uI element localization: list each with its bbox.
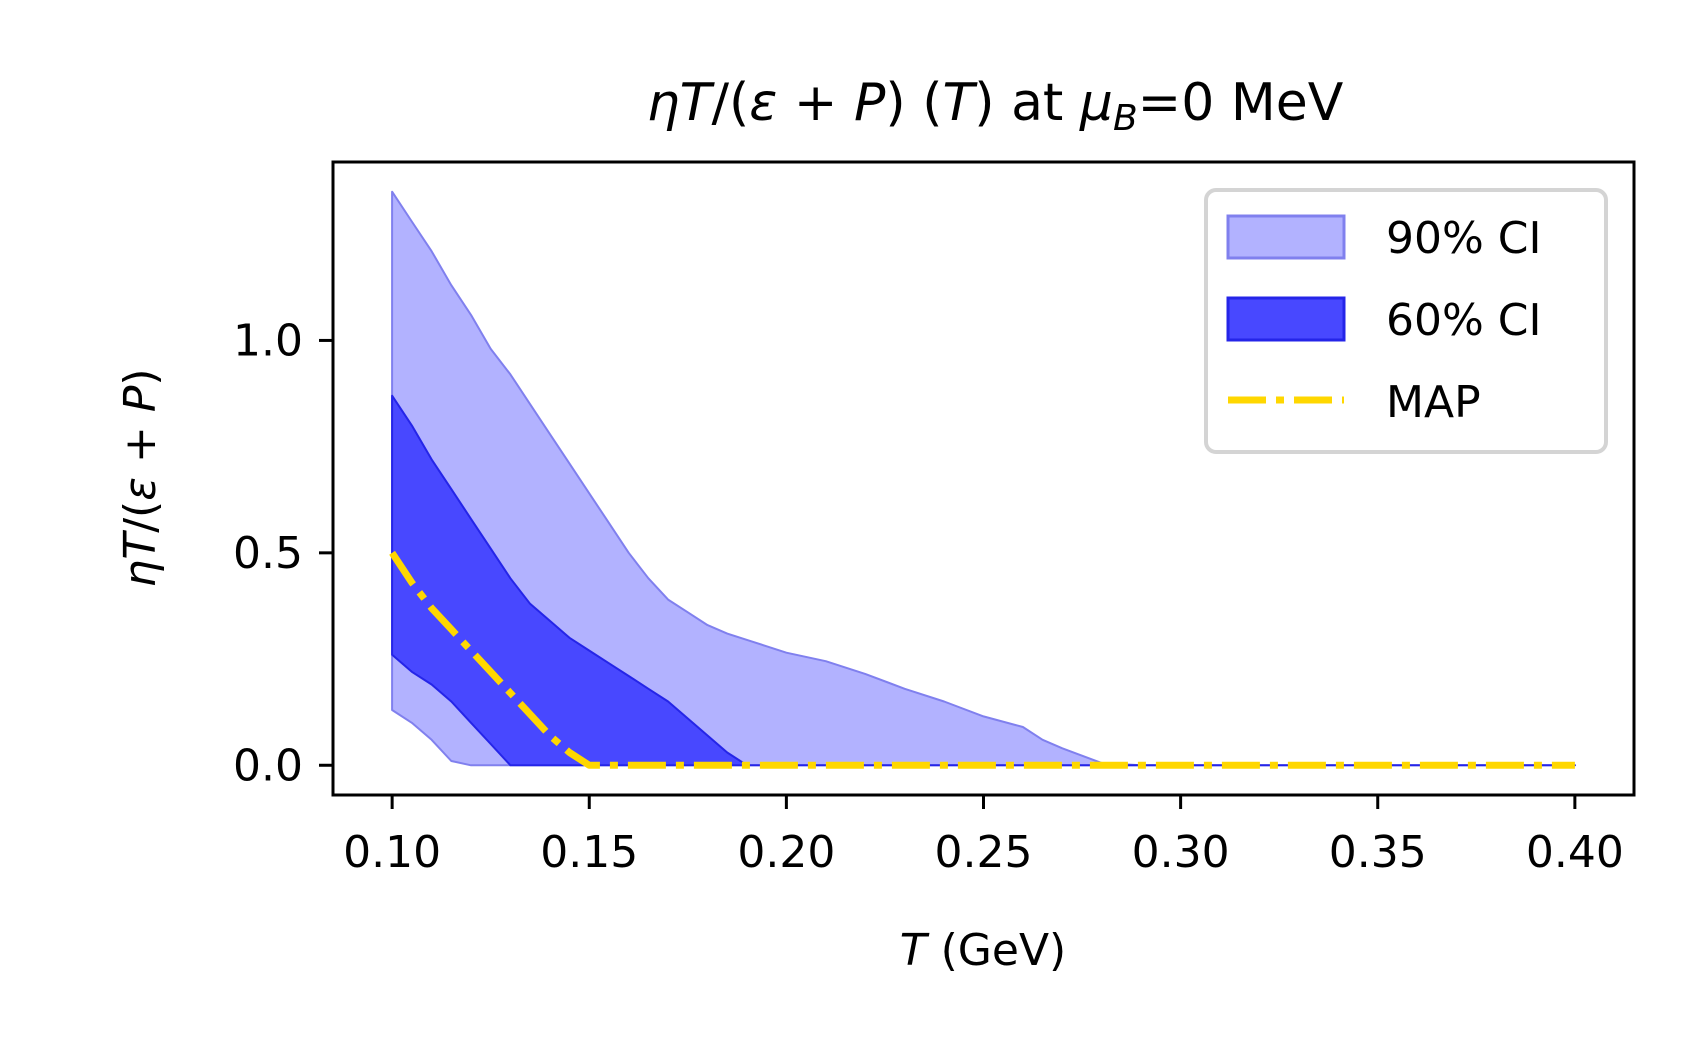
title-mu-subscript: B <box>1113 98 1138 139</box>
legend: 90% CI 60% CI MAP <box>1204 188 1608 454</box>
band-60-ci <box>391 394 1576 767</box>
y-tick-label: 0.5 <box>233 528 303 579</box>
legend-label-map: MAP <box>1386 377 1481 428</box>
y-axis-label-close: ) <box>115 368 166 385</box>
y-axis-label-p: P <box>115 385 166 412</box>
title-p: P <box>854 73 886 133</box>
x-tick-label: 0.35 <box>1329 827 1427 878</box>
title-eta-t: ηT <box>647 73 716 133</box>
legend-swatch-60-ci <box>1226 296 1346 342</box>
x-tick-label: 0.15 <box>540 827 638 878</box>
y-tick-label: 0.0 <box>233 740 303 791</box>
x-tick-label: 0.25 <box>935 827 1033 878</box>
x-tick-label: 0.40 <box>1526 827 1624 878</box>
y-tick-label: 1.0 <box>233 315 303 366</box>
x-axis-label: T (GeV) <box>900 925 1066 976</box>
x-axis-ticks: 0.10 0.15 0.20 0.25 0.30 0.35 0.40 <box>343 795 1624 878</box>
legend-label-60-ci: 60% CI <box>1386 295 1541 346</box>
x-tick-label: 0.10 <box>343 827 441 878</box>
title-close: ) ( <box>885 73 942 133</box>
title-t: T <box>942 73 978 133</box>
title-mu: μ <box>1079 73 1113 133</box>
y-axis-label-slash-open: /( <box>115 501 166 533</box>
y-axis-label-plus: + <box>115 412 166 477</box>
y-axis-label-eta-t: ηT <box>115 530 166 588</box>
title-epsilon: ε <box>749 73 777 133</box>
title-plus: + <box>777 73 854 133</box>
title-rest: =0 MeV <box>1138 73 1344 133</box>
title-slash-open: /( <box>711 73 749 133</box>
y-axis-label-epsilon: ε <box>115 477 166 501</box>
title-at: ) at <box>974 73 1080 133</box>
chart-title: ηT/(ε + P) (T) at μB=0 MeV <box>647 73 1344 139</box>
legend-label-90-ci: 90% CI <box>1386 213 1541 264</box>
line-map <box>389 550 1575 769</box>
x-axis-label-var: T <box>900 925 930 976</box>
plot-area <box>389 190 1576 769</box>
y-axis-ticks: 0.0 0.5 1.0 <box>233 315 333 791</box>
x-axis-label-unit: (GeV) <box>927 925 1067 976</box>
y-axis-label: ηT/(ε + P) <box>115 368 166 587</box>
legend-swatch-90-ci <box>1226 214 1346 260</box>
x-tick-label: 0.30 <box>1132 827 1230 878</box>
series-layer <box>389 190 1576 769</box>
x-tick-label: 0.20 <box>737 827 835 878</box>
